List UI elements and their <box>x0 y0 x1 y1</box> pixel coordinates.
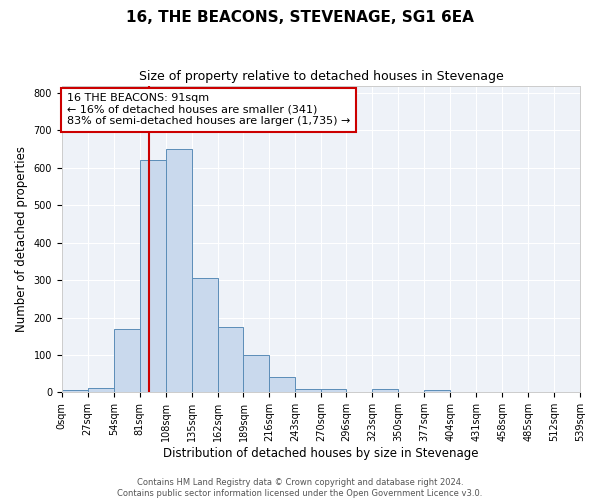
Text: Contains HM Land Registry data © Crown copyright and database right 2024.
Contai: Contains HM Land Registry data © Crown c… <box>118 478 482 498</box>
Bar <box>191 278 218 392</box>
Bar <box>62 390 88 392</box>
X-axis label: Distribution of detached houses by size in Stevenage: Distribution of detached houses by size … <box>163 447 479 460</box>
Y-axis label: Number of detached properties: Number of detached properties <box>15 146 28 332</box>
Bar <box>295 388 322 392</box>
Bar <box>140 160 166 392</box>
Title: Size of property relative to detached houses in Stevenage: Size of property relative to detached ho… <box>139 70 503 83</box>
Bar <box>424 390 450 392</box>
Bar <box>218 327 244 392</box>
Text: 16 THE BEACONS: 91sqm
← 16% of detached houses are smaller (341)
83% of semi-det: 16 THE BEACONS: 91sqm ← 16% of detached … <box>67 93 350 126</box>
Bar <box>269 378 295 392</box>
Bar <box>322 388 346 392</box>
Text: 16, THE BEACONS, STEVENAGE, SG1 6EA: 16, THE BEACONS, STEVENAGE, SG1 6EA <box>126 10 474 25</box>
Bar <box>113 328 140 392</box>
Bar <box>244 355 269 393</box>
Bar <box>88 388 113 392</box>
Bar <box>166 149 191 392</box>
Bar <box>373 390 398 392</box>
